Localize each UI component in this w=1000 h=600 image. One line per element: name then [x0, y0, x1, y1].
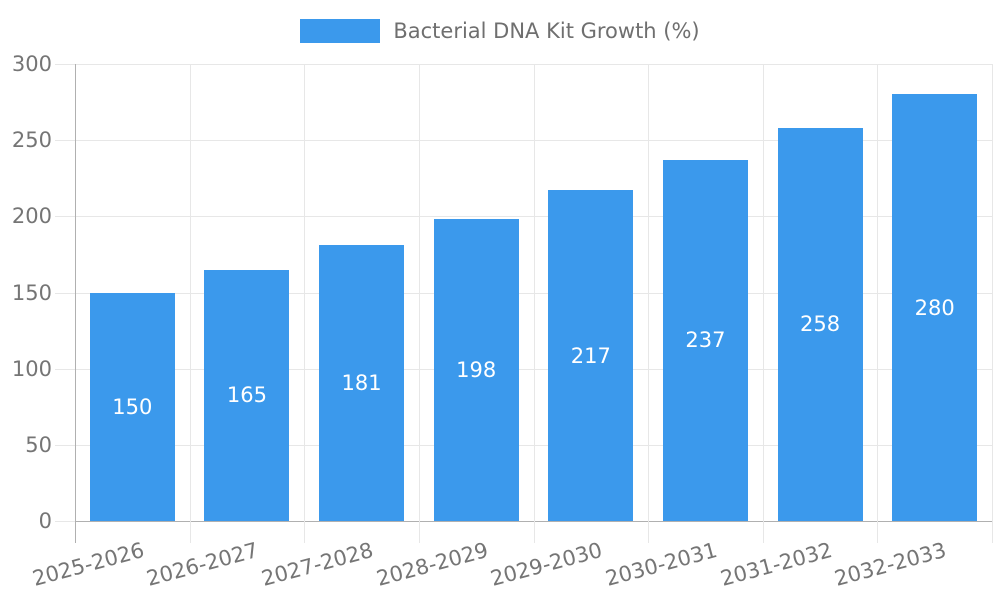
x-tick [190, 521, 191, 543]
bar[interactable]: 237 [662, 159, 748, 521]
x-tick [763, 521, 764, 543]
bar-value-label: 165 [226, 383, 267, 408]
bar[interactable]: 198 [433, 219, 519, 521]
bar-value-label: 237 [685, 328, 726, 353]
legend-series-label: Bacterial DNA Kit Growth (%) [393, 19, 700, 43]
horizontal-gridline [55, 216, 992, 217]
x-axis-line [75, 521, 992, 522]
vertical-gridline [877, 64, 878, 521]
x-tick [992, 521, 993, 543]
bar-value-label: 198 [456, 358, 497, 383]
x-axis-tick-label: 2028-2029 [373, 538, 491, 591]
y-tick [55, 521, 75, 522]
bar-value-label: 258 [800, 312, 841, 337]
bar[interactable]: 280 [892, 94, 978, 521]
x-tick [534, 521, 535, 543]
horizontal-gridline [55, 445, 992, 446]
bar[interactable]: 181 [319, 245, 405, 521]
y-axis-tick-label: 300 [11, 52, 52, 76]
legend[interactable]: Bacterial DNA Kit Growth (%) [0, 19, 1000, 43]
x-axis-tick-label: 2025-2026 [29, 538, 147, 591]
x-axis-tick-label: 2032-2033 [832, 538, 949, 591]
bar-value-label: 217 [570, 343, 611, 368]
y-axis-tick-label: 50 [25, 433, 52, 457]
x-tick [304, 521, 305, 543]
x-axis-tick-label: 2029-2030 [488, 538, 606, 591]
horizontal-gridline [55, 140, 992, 141]
vertical-gridline [534, 64, 535, 521]
x-axis-tick-label: 2027-2028 [258, 538, 376, 591]
vertical-gridline [419, 64, 420, 521]
vertical-gridline [992, 64, 993, 521]
bar[interactable]: 258 [777, 127, 863, 521]
horizontal-gridline [55, 64, 992, 65]
y-axis-tick-label: 200 [11, 204, 52, 228]
horizontal-gridline [55, 369, 992, 370]
vertical-gridline [304, 64, 305, 521]
legend-color-swatch [300, 19, 381, 43]
y-axis-tick-label: 150 [11, 281, 52, 305]
y-axis-line [75, 64, 76, 543]
x-tick [877, 521, 878, 543]
vertical-gridline [763, 64, 764, 521]
bar-value-label: 150 [112, 394, 153, 419]
vertical-gridline [648, 64, 649, 521]
y-axis-tick-label: 250 [11, 128, 52, 152]
horizontal-gridline [55, 293, 992, 294]
x-axis-tick-label: 2030-2031 [602, 538, 720, 591]
bar[interactable]: 217 [548, 190, 634, 521]
x-axis-tick-label: 2026-2027 [144, 538, 262, 591]
y-axis-tick-label: 100 [11, 357, 52, 381]
vertical-gridline [190, 64, 191, 521]
bar[interactable]: 150 [89, 292, 175, 521]
bar-value-label: 280 [914, 295, 955, 320]
x-tick [419, 521, 420, 543]
y-axis-tick-label: 0 [38, 509, 52, 533]
bar[interactable]: 165 [204, 269, 290, 521]
x-tick [648, 521, 649, 543]
bar-value-label: 181 [341, 371, 382, 396]
x-axis-tick-label: 2031-2032 [717, 538, 835, 591]
